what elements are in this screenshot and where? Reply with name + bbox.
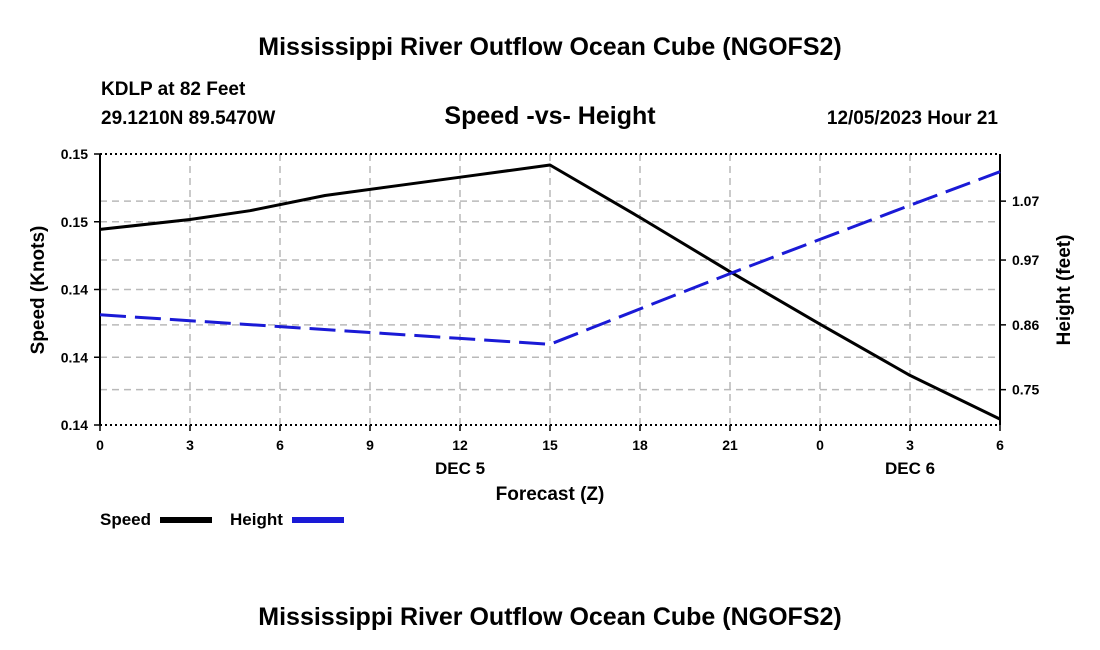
chart-title: Mississippi River Outflow Ocean Cube (NG…	[258, 33, 841, 61]
x-tick-label: 6	[996, 437, 1004, 453]
axes: 0 3 6 9 12 15 18 21 0 3 6 DEC 5 DEC 6 0.14 0.14 0.14 0.1…	[61, 146, 1040, 478]
grid	[100, 154, 1000, 425]
x-tick-label: 3	[906, 437, 914, 453]
x-tick-label: 0	[96, 437, 104, 453]
station-label: KDLP at 82 Feet	[101, 79, 246, 100]
datetime-label: 12/05/2023 Hour 21	[827, 108, 999, 129]
legend-height-label: Height	[230, 510, 283, 529]
date-label: DEC 5	[435, 459, 485, 478]
y-tick-label-left: 0.15	[61, 146, 88, 162]
x-axis-label: Forecast (Z)	[496, 484, 605, 505]
legend: Speed Height	[100, 510, 344, 529]
legend-speed-label: Speed	[100, 510, 151, 529]
series	[99, 163, 1001, 421]
y-tick-label-right: 0.97	[1012, 252, 1039, 268]
y-tick-label-left: 0.14	[61, 417, 88, 433]
chart-subtitle: Speed -vs- Height	[444, 102, 656, 130]
location-label: 29.1210N 89.5470W	[101, 108, 275, 129]
chart-title-repeat: Mississippi River Outflow Ocean Cube (NG…	[258, 603, 841, 631]
y-tick-label-right: 0.86	[1012, 317, 1039, 333]
date-label: DEC 6	[885, 459, 935, 478]
y-axis-right-label: Height (feet)	[1054, 235, 1075, 346]
y-tick-label-right: 0.75	[1012, 382, 1039, 398]
series-line-speed	[99, 163, 1001, 421]
series-line-height	[99, 170, 1001, 346]
y-tick-label-left: 0.14	[61, 349, 88, 365]
x-tick-label: 9	[366, 437, 374, 453]
x-tick-label: 6	[276, 437, 284, 453]
y-tick-label-left: 0.14	[61, 282, 88, 298]
x-tick-label: 15	[542, 437, 558, 453]
x-tick-label: 0	[816, 437, 824, 453]
y-axis-left-label: Speed (Knots)	[28, 226, 49, 355]
y-tick-label-left: 0.15	[61, 214, 88, 230]
x-tick-label: 3	[186, 437, 194, 453]
x-tick-label: 21	[722, 437, 738, 453]
y-tick-label-right: 1.07	[1012, 193, 1039, 209]
x-tick-label: 18	[632, 437, 648, 453]
x-tick-label: 12	[452, 437, 468, 453]
